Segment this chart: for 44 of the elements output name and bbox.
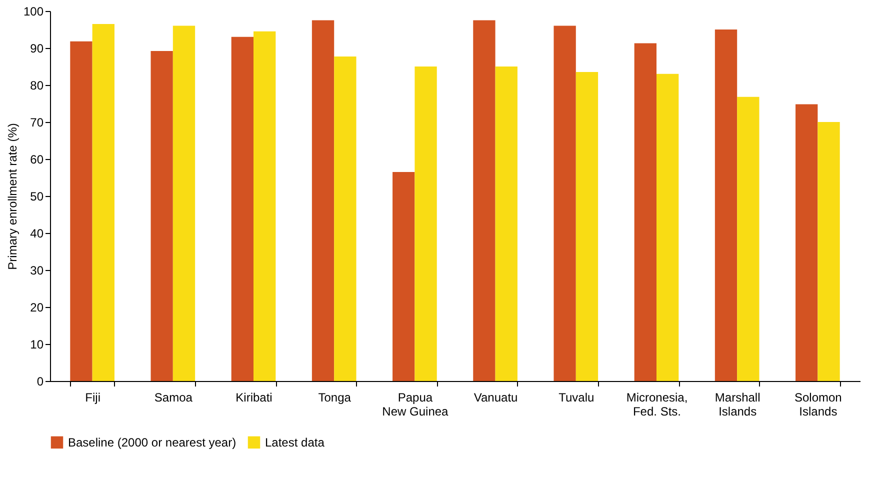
x-tick-label: Kiribati [236,390,272,404]
bar [818,122,840,381]
y-tick-label: 50 [30,190,44,204]
bar [92,24,114,381]
y-axis-title: Primary enrollment rate (%) [5,123,20,270]
bar [796,104,818,381]
bar [576,72,598,381]
bar [254,31,276,381]
x-tick-label: Papua New Guinea [382,390,449,418]
bar [312,20,334,381]
y-tick-label: 20 [30,300,44,314]
bar [70,41,92,381]
x-tick-label: Tonga [318,390,352,404]
x-tick-label: Samoa [154,390,193,404]
bar [495,66,518,381]
legend-label: Baseline (2000 or nearest year) [68,435,236,450]
bar [737,96,760,381]
y-tick-label: 60 [30,152,44,166]
y-tick-label: 30 [30,264,44,278]
y-tick-label: 70 [30,116,44,130]
y-tick-label: 40 [30,226,44,240]
bar [414,66,437,381]
bar [656,74,679,381]
x-tick-label: Solomon Islands [794,390,842,418]
bar [150,50,173,381]
legend-label: Latest data [265,435,325,450]
y-tick-label: 0 [36,374,44,388]
bar [231,36,254,381]
x-tick-label: Fiji [85,390,100,404]
bar [714,30,738,381]
x-tick-label: Tuvalu [558,390,594,404]
bar [392,172,415,381]
y-tick-label: 100 [23,4,44,18]
bar [473,20,496,381]
bar [172,26,196,381]
y-tick-label: 80 [30,78,44,92]
x-tick-label: Micronesia, Fed. Sts. [626,390,688,418]
y-tick-label: 10 [30,338,44,352]
x-tick-label: Marshall Islands [714,390,760,418]
bar [334,56,356,381]
bar [634,43,656,381]
x-tick-label: Vanuatu [474,390,518,404]
y-tick-label: 90 [30,42,44,56]
bar [554,26,576,381]
